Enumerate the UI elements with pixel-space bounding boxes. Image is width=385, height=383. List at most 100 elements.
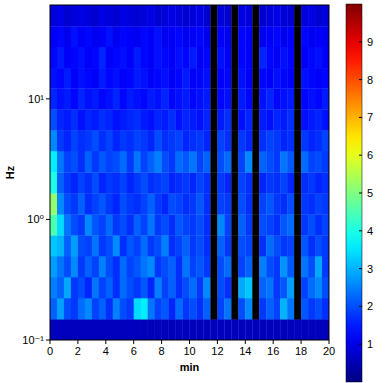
cell xyxy=(127,277,134,298)
cell xyxy=(183,172,190,193)
no-data xyxy=(294,214,301,235)
cell xyxy=(280,26,287,47)
no-data xyxy=(231,193,238,215)
cell xyxy=(224,193,231,215)
cell xyxy=(71,109,78,130)
x-tick-label: 6 xyxy=(131,345,137,357)
cell xyxy=(259,151,266,173)
cell xyxy=(308,235,315,256)
cell xyxy=(57,214,64,235)
cell xyxy=(245,319,252,340)
cell xyxy=(266,88,273,109)
cell xyxy=(259,277,266,298)
cell xyxy=(127,109,134,130)
cell xyxy=(85,298,92,319)
cell xyxy=(315,193,322,215)
no-data xyxy=(252,109,259,130)
cell xyxy=(50,130,57,151)
no-data xyxy=(294,109,301,130)
cell xyxy=(134,277,141,298)
no-data xyxy=(294,88,301,109)
x-tick xyxy=(301,340,302,344)
no-data xyxy=(252,151,259,173)
cell xyxy=(106,193,113,215)
cell xyxy=(99,109,106,130)
cell xyxy=(259,109,266,130)
cell xyxy=(85,172,92,193)
cell xyxy=(190,88,197,109)
cell xyxy=(120,68,127,89)
cell xyxy=(176,172,183,193)
cell xyxy=(176,256,183,277)
cell xyxy=(141,68,148,89)
cell xyxy=(308,319,315,340)
cell xyxy=(301,88,308,109)
colorbar-tick-label: 5 xyxy=(367,187,373,199)
cell xyxy=(245,26,252,47)
cell xyxy=(224,26,231,47)
cell xyxy=(57,256,64,277)
cell xyxy=(113,26,120,47)
no-data xyxy=(294,193,301,215)
cell xyxy=(273,172,280,193)
cell xyxy=(78,5,85,27)
cell xyxy=(217,214,224,235)
cell xyxy=(99,130,106,151)
no-data xyxy=(294,256,301,277)
cell xyxy=(196,47,203,69)
cell xyxy=(203,151,210,173)
cell xyxy=(217,172,224,193)
cell xyxy=(64,235,71,256)
cell xyxy=(92,151,99,173)
cell xyxy=(50,109,57,130)
cell xyxy=(85,193,92,215)
cell xyxy=(217,47,224,69)
cell xyxy=(224,109,231,130)
cell xyxy=(120,88,127,109)
cell xyxy=(217,319,224,340)
cell xyxy=(315,214,322,235)
cell xyxy=(322,26,329,47)
cell xyxy=(141,256,148,277)
cell xyxy=(266,277,273,298)
cell xyxy=(106,130,113,151)
cell xyxy=(92,319,99,340)
cell xyxy=(245,88,252,109)
cell xyxy=(183,68,190,89)
cell xyxy=(85,256,92,277)
cell xyxy=(301,68,308,89)
cell xyxy=(99,172,106,193)
cell xyxy=(190,5,197,27)
cell xyxy=(92,68,99,89)
cell xyxy=(134,298,141,319)
cell xyxy=(78,88,85,109)
x-tick xyxy=(189,340,190,344)
cell xyxy=(308,5,315,27)
cell xyxy=(183,193,190,215)
colorbar-tick xyxy=(359,268,362,269)
cell xyxy=(301,5,308,27)
no-data xyxy=(294,151,301,173)
cell xyxy=(50,151,57,173)
cell xyxy=(190,47,197,69)
x-tick-label: 10 xyxy=(183,345,195,357)
cell xyxy=(238,68,245,89)
cell xyxy=(259,256,266,277)
cell xyxy=(217,256,224,277)
cell xyxy=(301,109,308,130)
cell xyxy=(238,172,245,193)
cell xyxy=(190,277,197,298)
cell xyxy=(203,172,210,193)
cell xyxy=(245,214,252,235)
cell xyxy=(308,151,315,173)
colorbar-tick xyxy=(359,41,362,42)
cell xyxy=(315,88,322,109)
cell xyxy=(127,319,134,340)
cell xyxy=(217,193,224,215)
cell xyxy=(224,5,231,27)
cell xyxy=(155,109,162,130)
cell xyxy=(273,235,280,256)
cell xyxy=(217,88,224,109)
no-data xyxy=(210,88,217,109)
cell xyxy=(127,88,134,109)
